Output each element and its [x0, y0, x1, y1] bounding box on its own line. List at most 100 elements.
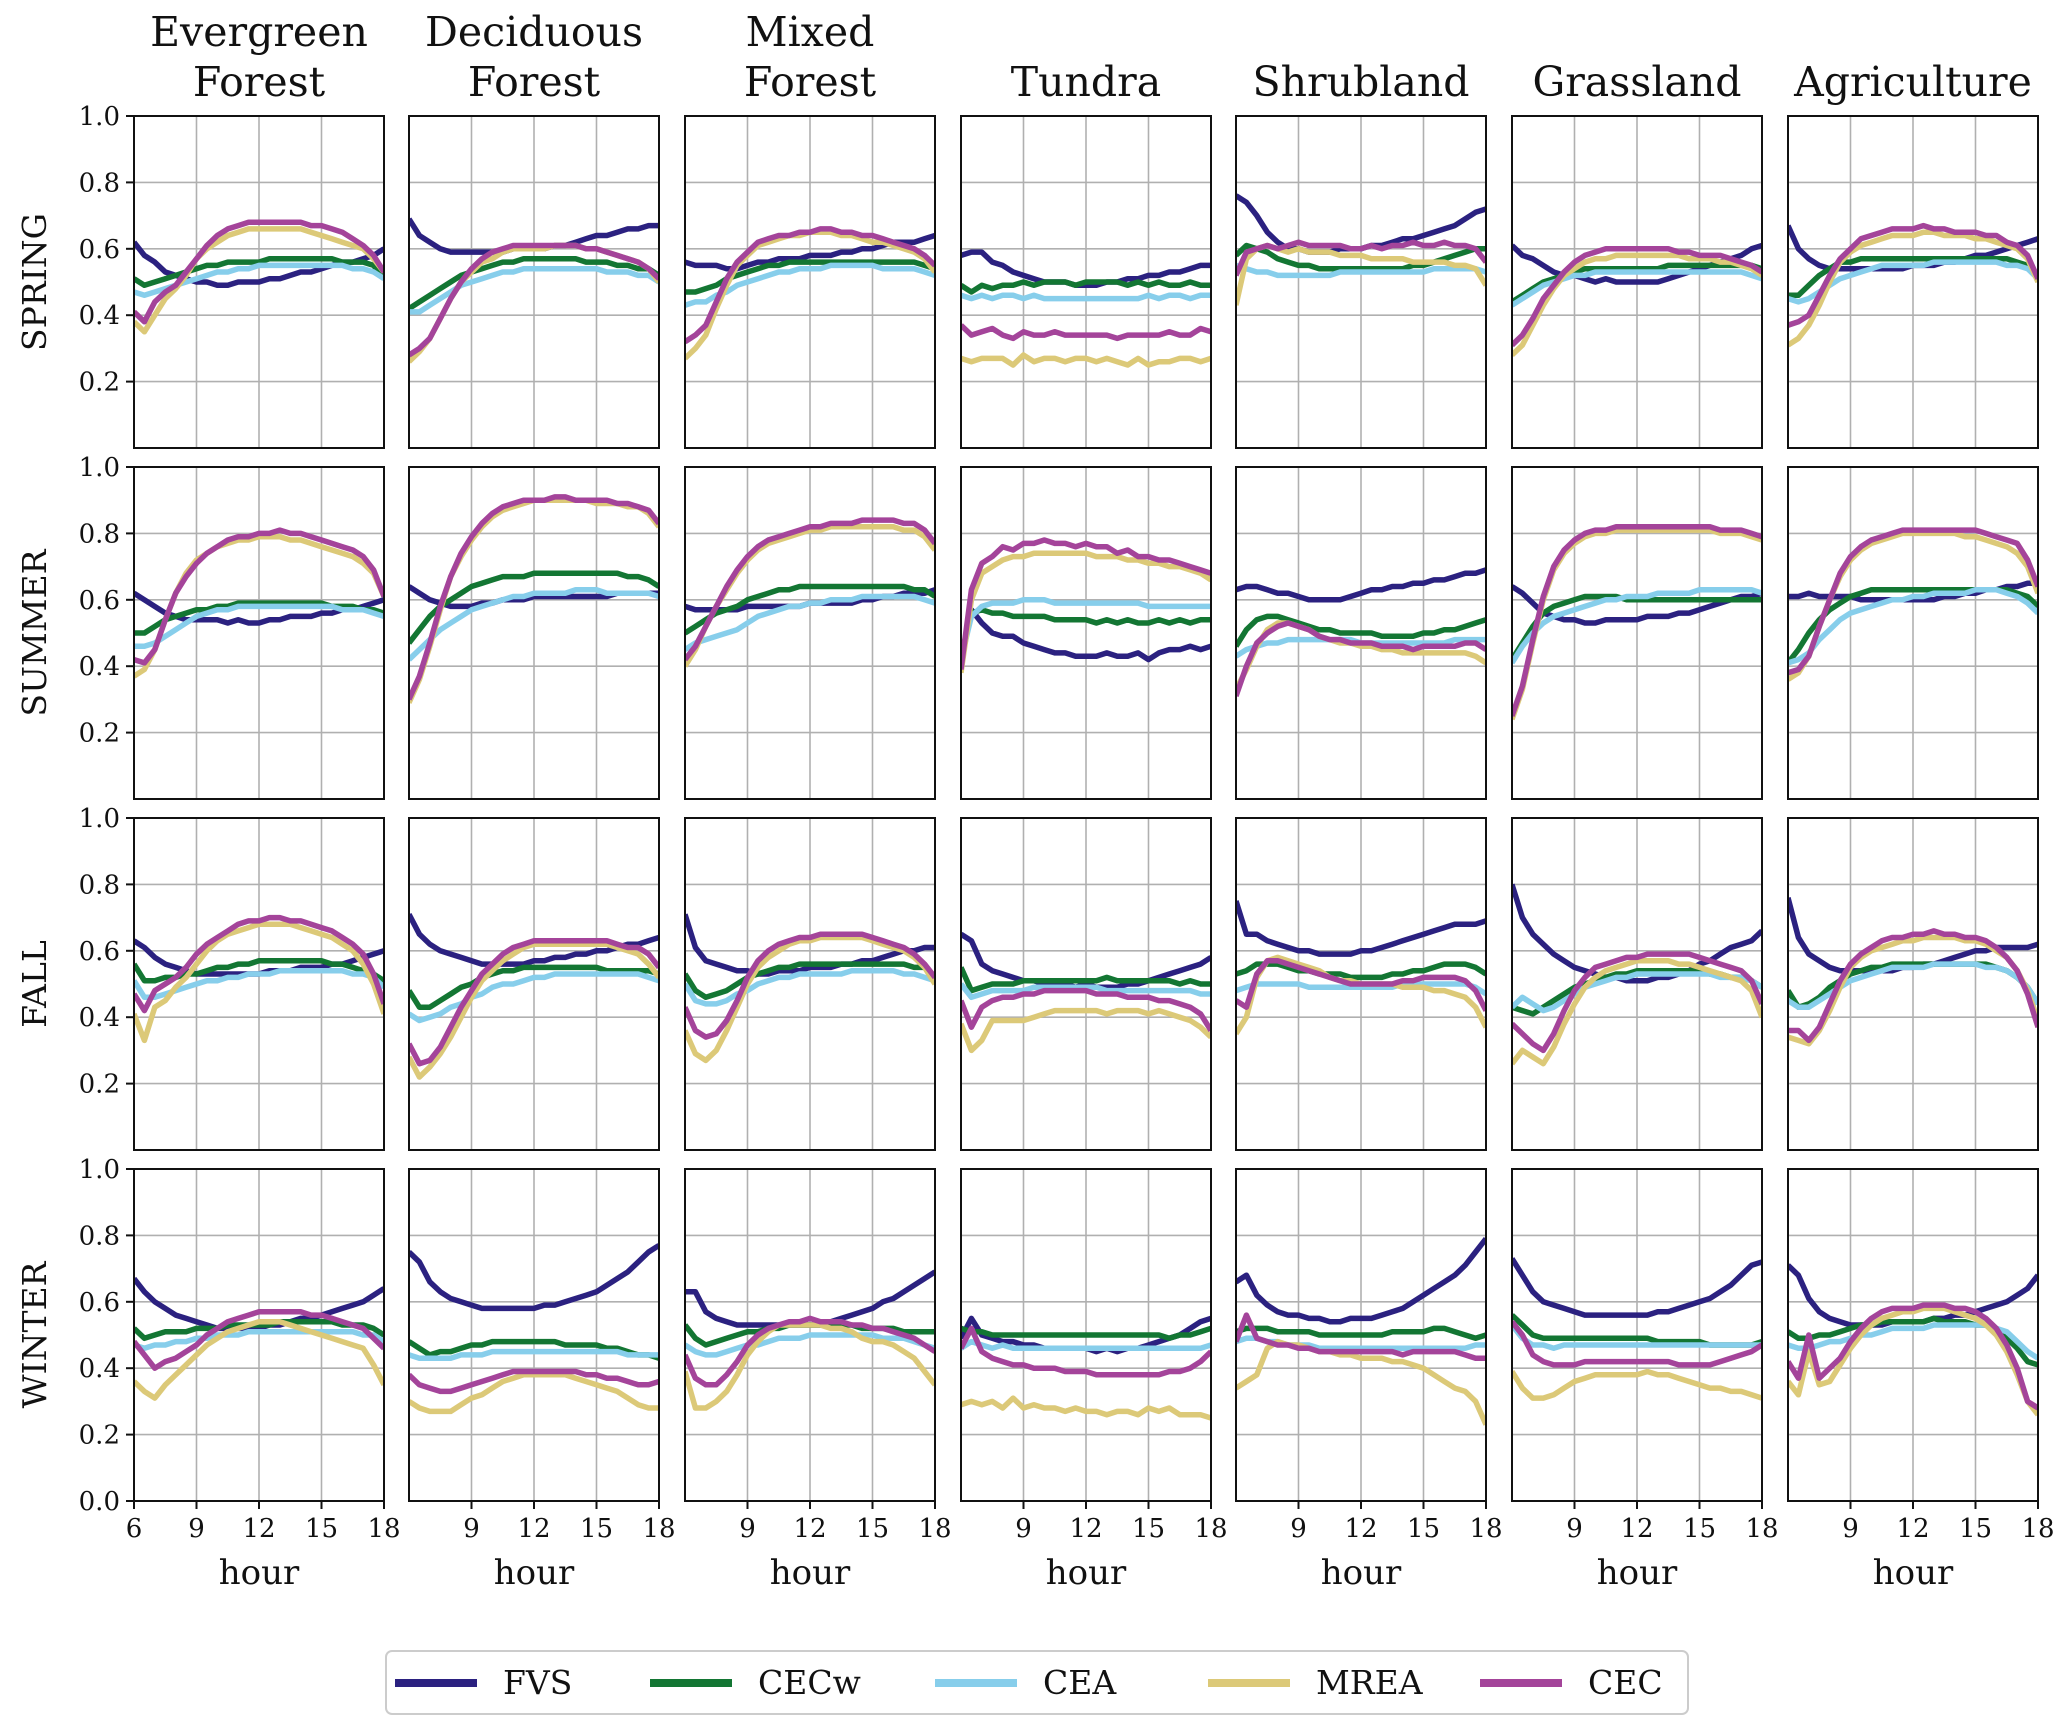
- series-line-fvs: [961, 931, 1211, 991]
- y-tick-label: 0.6: [79, 937, 120, 967]
- panel-summer-deciduous-forest: [408, 466, 660, 800]
- series-line-cecw: [1512, 593, 1762, 662]
- x-tick-label: 18: [367, 1514, 400, 1544]
- series-group: [409, 217, 659, 364]
- panel-frame: [1511, 817, 1763, 1151]
- series-line-cec: [1788, 527, 2038, 676]
- legend-item-cec: CEC: [1480, 1663, 1663, 1702]
- x-tick-label: 12: [1896, 1514, 1929, 1544]
- series-line-fvs: [961, 249, 1211, 289]
- panel-fall-shrubland: [1235, 817, 1487, 1151]
- panel-spring-tundra: [960, 115, 1212, 449]
- y-tick-label: 1.0: [79, 102, 120, 132]
- series-line-cec: [1788, 1302, 2038, 1411]
- panel-frame: [1787, 817, 2039, 1151]
- panel-fall-evergreen-forest: 0.2 0.4 0.6 0.8 1.0: [79, 804, 385, 1151]
- x-tick-label: 15: [1959, 1514, 1992, 1544]
- y-tick-label: 0.8: [79, 870, 120, 900]
- series-group: [1236, 193, 1486, 306]
- series-line-cecw: [961, 966, 1211, 994]
- column-title-mixed-forest: Mixed Forest: [744, 8, 877, 106]
- series-line-cecw: [409, 964, 659, 1010]
- series-line-fvs: [409, 1243, 659, 1312]
- series-line-cec: [685, 517, 935, 662]
- x-axis-label: hour: [1597, 1553, 1678, 1593]
- series-line-fvs: [685, 913, 935, 977]
- panel-frame: [1235, 817, 1487, 1151]
- series-group: [685, 226, 935, 361]
- series-line-mrea: [961, 1007, 1211, 1054]
- legend-label: MREA: [1316, 1663, 1424, 1702]
- panel-grid: 0.20.40.60.81.00.20.40.60.81.00.20.40.60…: [79, 102, 2055, 1593]
- y-tick-label: 1.0: [79, 453, 120, 483]
- panel-frame: [960, 115, 1212, 449]
- series-line-mrea: [1788, 1305, 2038, 1417]
- x-tick-label: 18: [642, 1514, 675, 1544]
- series-line-fvs: [1236, 900, 1486, 957]
- panel-spring-agriculture: [1787, 115, 2039, 449]
- panel-frame: [408, 115, 660, 449]
- panel-frame: [960, 817, 1212, 1151]
- panel-winter-agriculture: 9 12 15 18 hour: [1787, 1168, 2055, 1593]
- x-axis-label: hour: [770, 1553, 851, 1593]
- x-tick-label: 15: [1683, 1514, 1716, 1544]
- series-line-cecw: [134, 256, 384, 289]
- y-tick-label: 0.4: [79, 301, 120, 331]
- series-line-cec: [1512, 524, 1762, 717]
- column-title-shrubland: Shrubland: [1253, 58, 1470, 106]
- column-title-tundra: Tundra: [1011, 58, 1161, 106]
- panel-winter-deciduous-forest: 9 12 15 18 hour: [408, 1168, 676, 1593]
- series-line-cec: [961, 323, 1211, 342]
- series-line-mrea: [961, 550, 1211, 674]
- series-line-fvs: [961, 607, 1211, 664]
- series-line-cea: [1512, 587, 1762, 665]
- x-tick-label: 15: [1132, 1514, 1165, 1544]
- y-tick-label: 1.0: [79, 1155, 120, 1185]
- series-line-mrea: [409, 1372, 659, 1415]
- series-line-cecw: [1236, 961, 1486, 981]
- series-line-cec: [1788, 222, 2038, 328]
- y-tick-label: 0.2: [79, 1421, 120, 1451]
- series-line-mrea: [134, 921, 384, 1044]
- panel-frame: [1511, 115, 1763, 449]
- series-line-cec: [685, 226, 935, 345]
- panel-frame: [133, 466, 385, 800]
- series-line-mrea: [961, 352, 1211, 368]
- series-line-cecw: [1236, 242, 1486, 272]
- x-tick-label: 18: [1745, 1514, 1778, 1544]
- x-tick-label: 15: [1407, 1514, 1440, 1544]
- series-line-cec: [1512, 246, 1762, 348]
- series-line-mrea: [685, 1322, 935, 1411]
- series-line-cea: [1512, 971, 1762, 1014]
- series-group: [134, 914, 384, 1044]
- series-line-cecw: [961, 1325, 1211, 1342]
- series-group: [685, 517, 935, 668]
- x-tick-label: 18: [2021, 1514, 2054, 1544]
- x-axis-label: hour: [1321, 1553, 1402, 1593]
- series-line-mrea: [1512, 1368, 1762, 1401]
- series-line-cea: [1236, 262, 1486, 279]
- panel-spring-deciduous-forest: [408, 115, 660, 449]
- panel-frame: [408, 466, 660, 800]
- x-tick-label: 12: [793, 1514, 826, 1544]
- series-line-cea: [1512, 1323, 1762, 1352]
- series-group: [1236, 900, 1486, 1036]
- series-line-cec: [409, 1368, 659, 1395]
- y-tick-label: 0.6: [79, 586, 120, 616]
- series-line-cec: [134, 527, 384, 666]
- series-line-cea: [961, 982, 1211, 1001]
- series-group: [1512, 242, 1762, 357]
- x-tick-label: 9: [1566, 1514, 1583, 1544]
- legend-label: FVS: [503, 1663, 572, 1702]
- series-line-cea: [685, 967, 935, 1007]
- legend-item-cea: CEA: [935, 1663, 1117, 1702]
- series-line-cec: [685, 931, 935, 1040]
- series-line-cea: [409, 587, 659, 662]
- y-tick-label: 0.8: [79, 1221, 120, 1251]
- panel-summer-evergreen-forest: 0.2 0.4 0.6 0.8 1.0: [79, 453, 385, 800]
- legend: FVS CECw CEA MREA CEC: [385, 1650, 1689, 1715]
- series-line-mrea: [134, 226, 384, 335]
- series-line-cecw: [1512, 262, 1762, 305]
- legend-label: CEA: [1043, 1663, 1117, 1702]
